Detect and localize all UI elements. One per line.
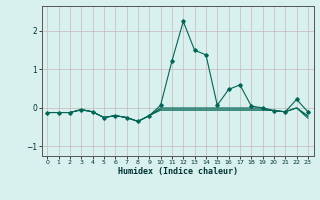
X-axis label: Humidex (Indice chaleur): Humidex (Indice chaleur) bbox=[118, 167, 237, 176]
